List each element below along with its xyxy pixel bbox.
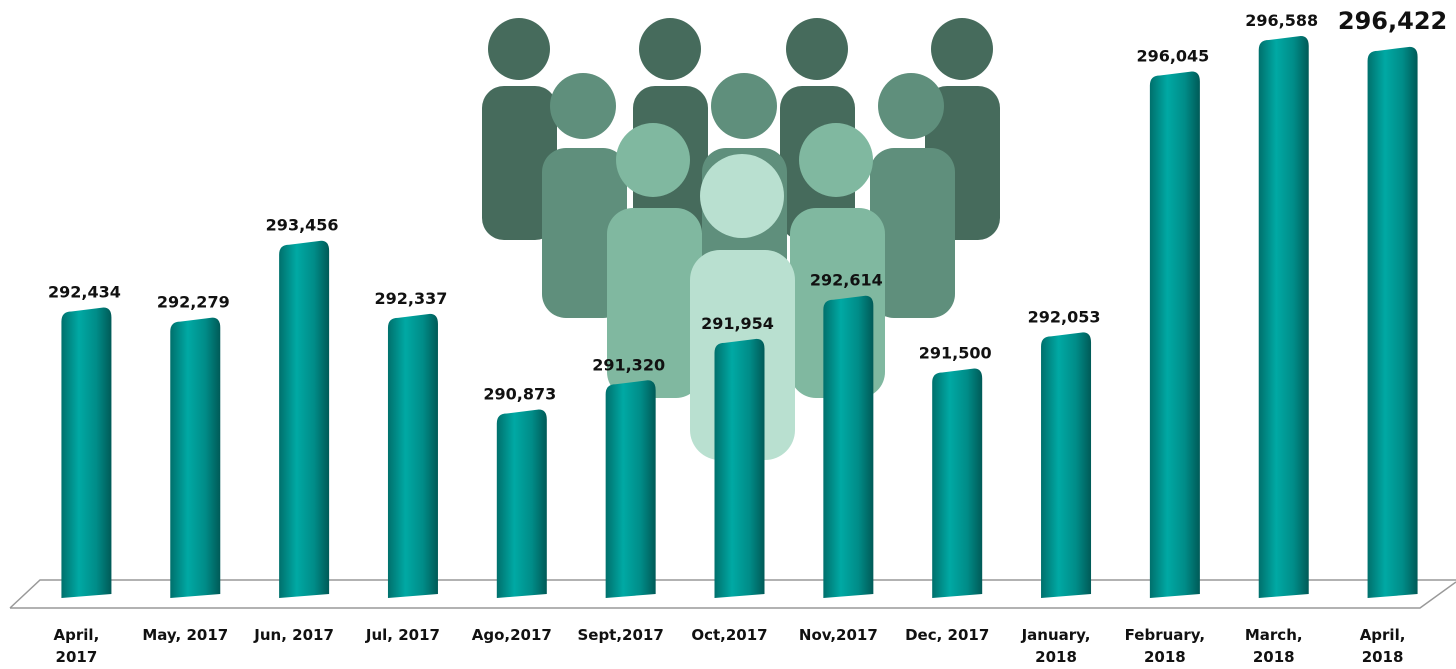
value-label: 296,045 [1136,46,1209,65]
x-tick-label: May, 2017 [142,626,229,644]
x-tick-label: April, 2018 [1359,626,1406,666]
bar [823,295,874,598]
people-icon [482,18,1000,460]
x-tick-label: Jul, 2017 [365,626,440,644]
value-label: 290,873 [483,385,556,404]
bar [279,240,330,599]
bar [1041,332,1092,598]
value-label: 292,614 [810,271,883,290]
value-label: 296,422 [1338,7,1447,35]
bar [932,368,983,598]
bar [1367,46,1418,599]
x-tick-label: Jun, 2017 [254,626,334,644]
value-label: 291,500 [919,344,992,363]
x-tick-label: March, 2018 [1244,626,1303,666]
value-label: 292,279 [157,293,230,312]
x-tick-label: Ago,2017 [471,626,552,644]
value-label: 291,954 [701,314,774,333]
bar [605,380,656,598]
x-tick-label: Dec, 2017 [905,626,990,644]
bar [1258,35,1309,598]
x-tick-label: Sept,2017 [577,626,664,644]
bar [714,338,765,598]
value-label: 292,053 [1028,307,1101,326]
x-tick-label: April, 2017 [53,626,100,666]
x-tick-label: Oct,2017 [691,626,768,644]
bar [496,409,547,598]
value-label: 293,456 [266,216,339,235]
x-tick-label: January, 2018 [1021,626,1091,666]
value-label: 292,434 [48,282,121,301]
value-label: 291,320 [592,355,665,374]
bar [1149,71,1200,599]
bar [170,317,221,598]
x-tick-label: February, 2018 [1124,626,1206,666]
bar [387,313,438,598]
floor [9,579,1456,609]
bar [61,307,112,598]
x-tick-label: Nov,2017 [798,626,878,644]
value-label: 292,337 [375,289,448,308]
value-label: 296,588 [1245,11,1318,30]
